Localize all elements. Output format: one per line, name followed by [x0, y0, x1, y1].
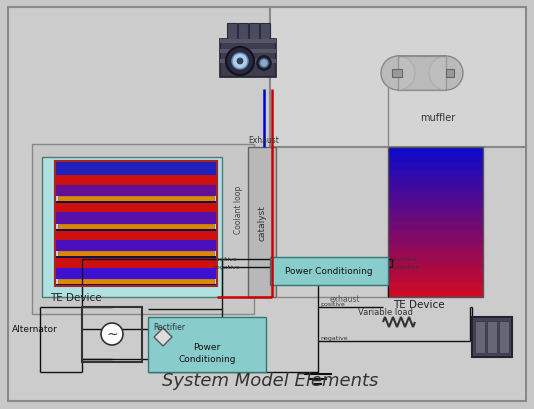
- Bar: [248, 148, 276, 297]
- Bar: [58, 196, 214, 201]
- Bar: [249, 24, 259, 41]
- Polygon shape: [8, 8, 526, 401]
- Bar: [388, 207, 483, 216]
- Text: ~: ~: [106, 327, 118, 341]
- Bar: [388, 170, 483, 178]
- Bar: [227, 24, 237, 41]
- Bar: [55, 213, 217, 224]
- Bar: [475, 321, 485, 353]
- Bar: [388, 163, 483, 171]
- Text: System Model Elements: System Model Elements: [162, 371, 378, 389]
- Bar: [388, 200, 483, 208]
- Bar: [58, 279, 214, 284]
- Bar: [55, 268, 217, 279]
- Bar: [499, 321, 509, 353]
- Text: TE Device: TE Device: [393, 299, 445, 309]
- Bar: [55, 258, 217, 268]
- Bar: [220, 40, 276, 78]
- Bar: [55, 162, 217, 286]
- Bar: [388, 185, 483, 193]
- Text: Alternator: Alternator: [12, 325, 58, 334]
- Bar: [487, 321, 497, 353]
- Circle shape: [257, 57, 271, 71]
- Bar: [446, 70, 454, 78]
- Circle shape: [429, 57, 463, 91]
- Bar: [220, 60, 276, 64]
- Text: positive: positive: [320, 301, 345, 306]
- Text: negative: negative: [392, 264, 420, 270]
- Text: Coolant loop: Coolant loop: [233, 185, 242, 234]
- Bar: [58, 252, 214, 257]
- Bar: [55, 229, 217, 231]
- Bar: [58, 224, 214, 229]
- Bar: [388, 230, 483, 238]
- Bar: [398, 57, 446, 91]
- Bar: [55, 284, 217, 286]
- Bar: [388, 245, 483, 253]
- Bar: [388, 148, 483, 297]
- Text: negative: negative: [320, 335, 348, 340]
- Text: Power Conditioning: Power Conditioning: [285, 267, 373, 276]
- Polygon shape: [154, 328, 172, 346]
- Text: catalyst: catalyst: [257, 204, 266, 240]
- Bar: [388, 215, 483, 223]
- Text: Variable load: Variable load: [358, 307, 413, 316]
- Circle shape: [237, 59, 243, 65]
- Bar: [82, 307, 142, 362]
- Bar: [392, 70, 402, 78]
- Text: Power: Power: [193, 343, 221, 352]
- Text: positive: positive: [212, 256, 237, 261]
- Bar: [220, 40, 276, 44]
- Bar: [270, 257, 388, 285]
- Bar: [388, 282, 483, 290]
- Text: Conditioning: Conditioning: [178, 355, 235, 364]
- Text: muffler: muffler: [420, 113, 456, 123]
- Text: positive: positive: [392, 256, 417, 261]
- Bar: [398, 57, 446, 91]
- Bar: [388, 260, 483, 268]
- Circle shape: [101, 323, 123, 345]
- Bar: [472, 317, 512, 357]
- Bar: [55, 257, 217, 258]
- Circle shape: [226, 48, 254, 76]
- Bar: [55, 203, 217, 213]
- Bar: [388, 290, 483, 298]
- Bar: [388, 237, 483, 246]
- Text: Rectifier: Rectifier: [153, 322, 185, 331]
- Text: TE Device: TE Device: [50, 292, 101, 302]
- Bar: [388, 275, 483, 283]
- Bar: [55, 240, 217, 252]
- Text: negative: negative: [212, 264, 240, 270]
- Bar: [388, 252, 483, 261]
- Bar: [388, 193, 483, 201]
- Circle shape: [260, 60, 268, 68]
- Bar: [260, 24, 270, 41]
- Bar: [220, 50, 276, 54]
- Bar: [55, 231, 217, 240]
- Bar: [42, 157, 222, 297]
- Bar: [388, 148, 483, 156]
- Bar: [148, 317, 266, 372]
- Bar: [55, 175, 217, 185]
- Polygon shape: [270, 8, 526, 148]
- Bar: [55, 201, 217, 203]
- Text: Exhaust: Exhaust: [248, 136, 279, 145]
- Text: exhaust: exhaust: [330, 295, 360, 304]
- Bar: [55, 162, 217, 175]
- Bar: [388, 222, 483, 231]
- Bar: [32, 145, 254, 314]
- Circle shape: [232, 54, 248, 70]
- Circle shape: [381, 57, 415, 91]
- Bar: [388, 267, 483, 276]
- Bar: [388, 178, 483, 186]
- Bar: [55, 185, 217, 196]
- Bar: [238, 24, 248, 41]
- Bar: [388, 155, 483, 164]
